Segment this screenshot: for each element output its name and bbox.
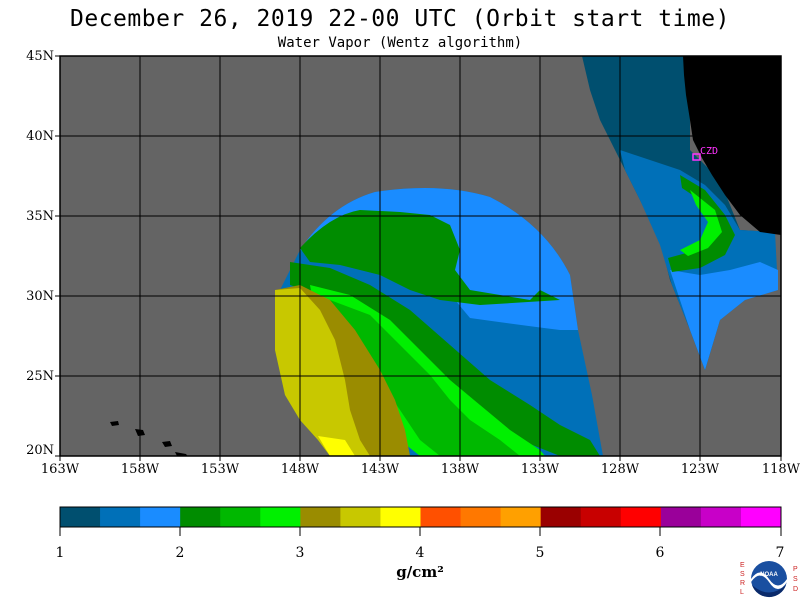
lon-label-163w: 163W [40,462,80,477]
colorbar-segment [500,507,542,527]
logo-letter-r: R [740,580,745,587]
colorbar-segment [660,507,702,527]
lon-label-118w: 118W [761,462,800,477]
lon-label-148w: 148W [280,462,320,477]
lon-label-128w: 128W [600,462,640,477]
colorbar-label-2: 2 [175,545,185,561]
colorbar-label-3: 3 [295,545,305,561]
swath-east-lightblue [670,262,778,370]
map-frame [59,55,782,457]
swath-mid-green [330,300,520,456]
lon-label-143w: 143W [360,462,400,477]
axis-ticks [55,55,782,461]
lon-label-158w: 158W [120,462,160,477]
colorbar-segment [60,507,101,527]
colorbar-segment [260,507,301,527]
logo-letter-s2: S [793,576,798,583]
swath-yellow-olive [275,288,370,456]
colorbar [60,507,782,527]
colorbar-segment [140,507,181,527]
lat-label-40n: 40N [26,129,54,144]
colorbar-label-1: 1 [55,545,65,561]
colorbar-label-7: 7 [775,545,785,561]
station-marker-czd [692,153,701,161]
colorbar-segment [420,507,462,527]
lat-label-30n: 30N [26,289,54,304]
logo-letter-e: E [740,562,745,569]
map-plot-area [60,56,781,456]
logo-letter-l: L [740,589,744,596]
lat-label-20n: 20N [26,443,54,458]
colorbar-segment [540,507,582,527]
colorbar-segment [620,507,662,527]
colorbar-ticks [59,527,782,536]
colorbar-segment [380,507,421,527]
colorbar-segment [180,507,221,527]
station-label-czd: CZD [700,146,719,157]
colorbar-segment [100,507,141,527]
colorbar-segment [740,507,782,527]
colorbar-label-4: 4 [415,545,425,561]
swath-east-green [668,175,735,272]
land-hawaii-big [175,452,188,456]
plot-title: December 26, 2019 22-00 UTC (Orbit start… [70,6,730,32]
colorbar-segment [300,507,341,527]
lon-label-133w: 133W [520,462,560,477]
colorbar-segment [700,507,742,527]
logo-letter-d: D [793,586,798,593]
lon-label-138w: 138W [440,462,480,477]
lat-label-35n: 35N [26,209,54,224]
colorbar-label-5: 5 [535,545,545,561]
lat-label-45n: 45N [26,49,54,64]
colorbar-units: g/cm² [396,563,444,581]
land-hawaii-maui [162,441,172,447]
logo-center-text: NOAA [760,572,778,578]
colorbar-segment [460,507,502,527]
land-hawaii-kauai [110,421,119,426]
colorbar-segment [340,507,381,527]
map-grid [60,56,781,456]
land-north-america [683,56,781,235]
swath-main-green-band [300,210,560,305]
noaa-esrl-psd-logo: E S R L P S D NOAA [738,558,800,600]
colorbar-segment [580,507,622,527]
colorbar-label-6: 6 [655,545,665,561]
swath-yellow [318,436,355,456]
logo-letter-p: P [793,566,798,573]
lon-label-123w: 123W [680,462,720,477]
plot-subtitle: Water Vapor (Wentz algorithm) [277,35,523,51]
swath-east-brightgreen [680,190,722,256]
lon-label-153w: 153W [200,462,240,477]
lat-label-25n: 25N [26,369,54,384]
logo-letter-s: S [740,571,745,578]
colorbar-segment [220,507,261,527]
